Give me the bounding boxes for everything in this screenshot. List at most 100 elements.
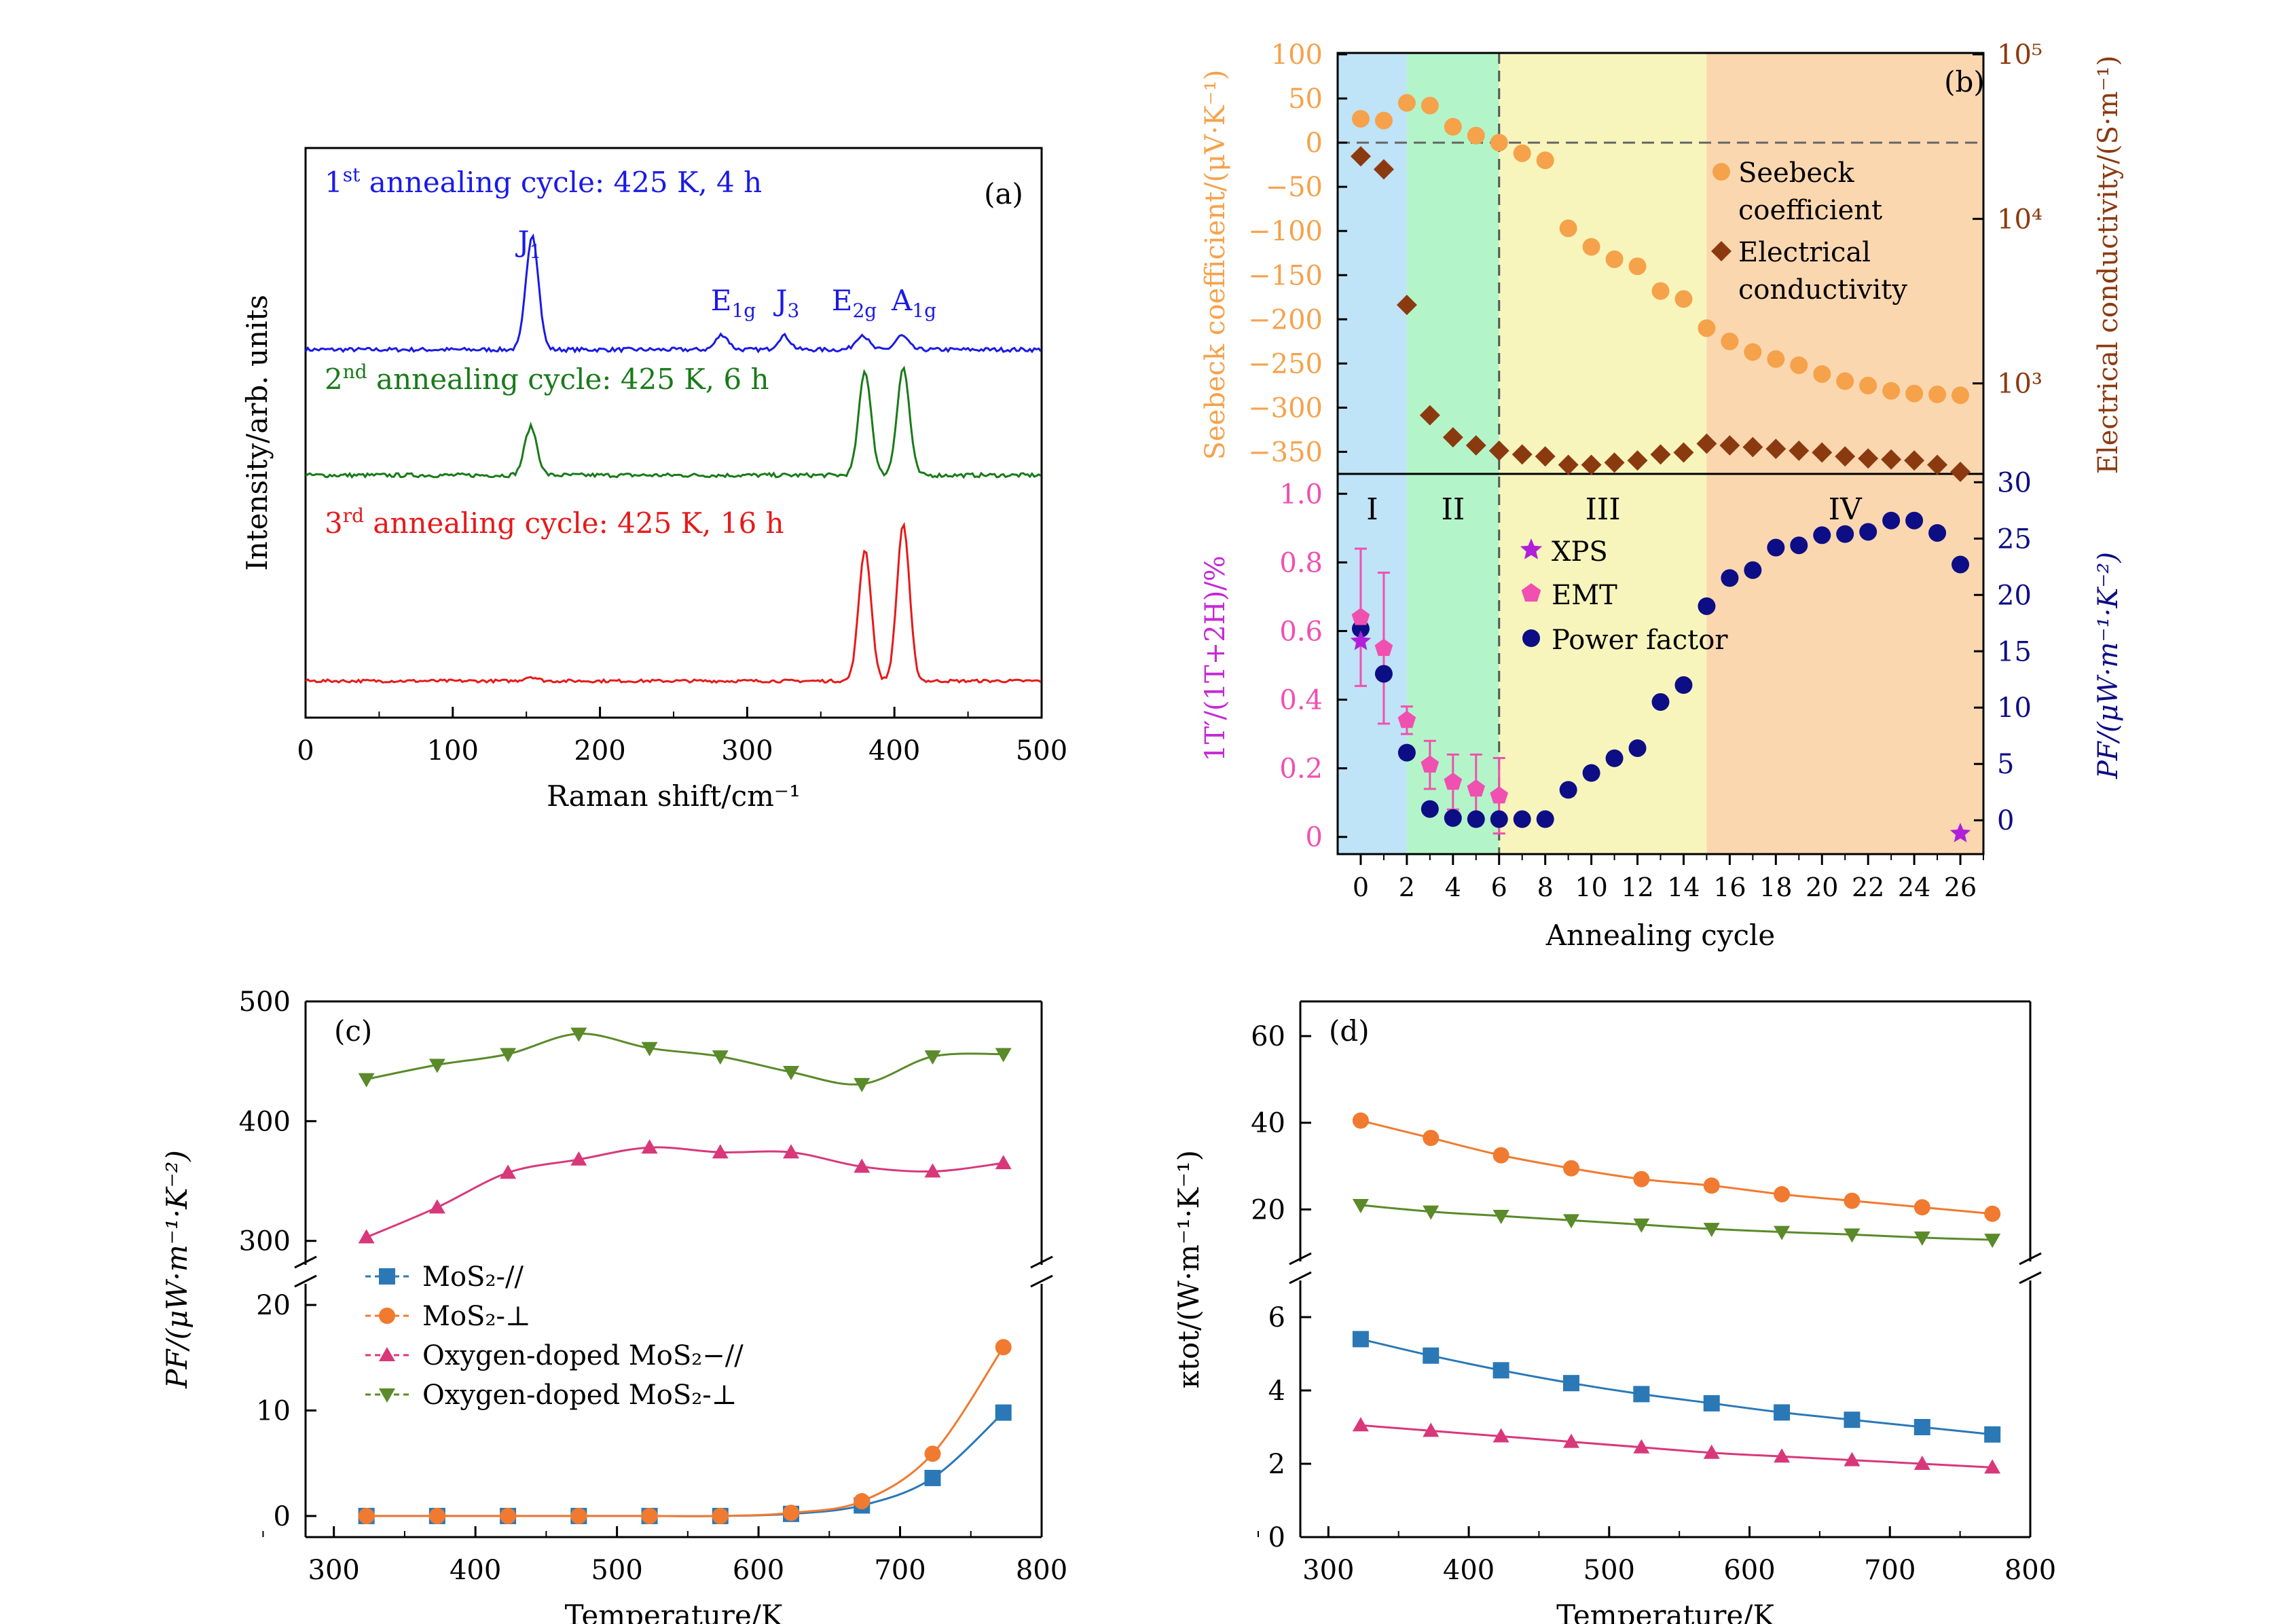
panel_c-series-marker bbox=[358, 1507, 375, 1524]
panel_d-series-marker bbox=[1423, 1130, 1440, 1147]
panel_d-y-tick-label: 2 bbox=[1268, 1449, 1285, 1480]
panel_d-x-axis-label: Temperature/K bbox=[1556, 1599, 1775, 1624]
series-label-superscript: st bbox=[343, 164, 361, 186]
panel-b-left-tick-label: −250 bbox=[1248, 348, 1323, 380]
seebeck-point bbox=[1351, 109, 1370, 128]
panel-b-pf-tick-label: 15 bbox=[1997, 636, 2032, 667]
panel_d-y-axis-label: κtot/(W·m⁻¹·K⁻¹) bbox=[1172, 1150, 1205, 1388]
panel_c-series-marker bbox=[712, 1507, 729, 1524]
panel_d-series-marker bbox=[1423, 1422, 1440, 1437]
panel_c-series-marker bbox=[924, 1445, 941, 1462]
panel_c-x-tick-label: 700 bbox=[874, 1555, 926, 1586]
panel_d-series-marker bbox=[1492, 1147, 1509, 1164]
panel_d-series-line bbox=[1360, 1120, 1993, 1215]
panel-b-left-tick-label: 100 bbox=[1271, 39, 1323, 71]
panel_c-series-marker bbox=[783, 1066, 800, 1081]
panel_d-y-tick-label: 20 bbox=[1251, 1194, 1285, 1225]
series-label-ordinal: 3 bbox=[325, 506, 343, 540]
panel-a-peak-label: J1 bbox=[515, 225, 542, 263]
panel_d-series-marker bbox=[1562, 1160, 1579, 1177]
legend-pf-marker bbox=[1522, 629, 1540, 647]
panel_c-series-marker bbox=[500, 1507, 517, 1524]
panel-b-fraction-axis-label: 1T′/(1T+2H)/% bbox=[1200, 555, 1231, 761]
emt-point bbox=[1374, 638, 1393, 657]
panel-b-right-tick-label: 10⁵ bbox=[1997, 39, 2042, 71]
conductivity-point bbox=[1858, 448, 1879, 469]
panel_d-series-marker bbox=[1984, 1234, 2001, 1249]
panel_c-series-marker bbox=[854, 1077, 871, 1092]
panel-a-x-tick-label: 100 bbox=[427, 735, 479, 767]
panel_c-series-line bbox=[366, 1346, 1004, 1517]
panel_c-series-marker bbox=[712, 1144, 729, 1159]
conductivity-point bbox=[1396, 295, 1417, 316]
seebeck-point bbox=[1744, 343, 1762, 361]
panel_c-series-marker bbox=[995, 1155, 1012, 1170]
panel_c-legend-label: Oxygen-doped MoS₂−// bbox=[422, 1340, 744, 1371]
panel-b-x-tick-label: 20 bbox=[1806, 872, 1838, 902]
panel-b-region-shading bbox=[1406, 53, 1499, 854]
power-factor-point bbox=[1651, 693, 1670, 711]
panel_c-series-marker bbox=[428, 1058, 445, 1073]
series-label-superscript: rd bbox=[343, 504, 364, 527]
panel-b-fraction-tick-label: 0.2 bbox=[1279, 754, 1323, 785]
panel-b-fraction-tick-label: 1.0 bbox=[1279, 479, 1323, 510]
panel-b-conductivity-axis-label: Electrical conductivity/(S·m⁻¹) bbox=[2093, 56, 2124, 475]
power-factor-point bbox=[1790, 536, 1808, 555]
power-factor-point bbox=[1397, 743, 1416, 762]
panel_c-series-marker bbox=[358, 1229, 375, 1244]
panel_c-axis-break-mark bbox=[1030, 1255, 1053, 1269]
panel-a-panel-label: (a) bbox=[984, 177, 1023, 210]
panel_d-series-marker bbox=[1703, 1223, 1720, 1238]
emt-point bbox=[1351, 608, 1370, 625]
panel_c-series-marker bbox=[570, 1027, 587, 1042]
peak-label-main: J bbox=[515, 225, 530, 258]
emt-point bbox=[1467, 779, 1486, 797]
panel_c-series-marker bbox=[712, 1050, 729, 1065]
power-factor-point bbox=[1605, 749, 1624, 767]
panel_d-series-marker bbox=[1633, 1386, 1650, 1403]
panel_c-legend-label: MoS₂-// bbox=[422, 1261, 524, 1293]
seebeck-point bbox=[1444, 117, 1462, 136]
conductivity-point bbox=[1558, 454, 1579, 475]
panel-a-x-tick-label: 200 bbox=[574, 735, 625, 767]
power-factor-point bbox=[1721, 569, 1739, 587]
emt-point bbox=[1444, 772, 1463, 790]
series-label-ordinal: 1 bbox=[325, 166, 343, 199]
panel-a-spectrum-line bbox=[305, 521, 1042, 684]
conductivity-point bbox=[1535, 446, 1556, 467]
panel_c-series-marker bbox=[570, 1151, 587, 1166]
conductivity-point bbox=[1581, 454, 1602, 475]
emt-point bbox=[1490, 786, 1509, 804]
panel_d-axis-break-mark bbox=[1289, 1271, 1312, 1285]
legend-emt-marker bbox=[1521, 583, 1541, 602]
panel_c-series-marker bbox=[995, 1048, 1012, 1063]
seebeck-point bbox=[1698, 319, 1716, 337]
panel-a-peak-label: A1g bbox=[891, 284, 936, 322]
panel_d-series-marker bbox=[1633, 1439, 1650, 1454]
panel-a-series-label: 3rd annealing cycle: 425 K, 16 h bbox=[325, 504, 784, 540]
panel-a-peak-label: E1g bbox=[711, 284, 756, 322]
panel_c-series-marker bbox=[428, 1507, 445, 1524]
conductivity-point bbox=[1904, 450, 1925, 471]
panel_c-series-marker bbox=[428, 1199, 445, 1214]
panel_d-axis-break-mark bbox=[1289, 1252, 1312, 1266]
power-factor-point bbox=[1767, 538, 1785, 557]
panel-b-left-tick-label: 0 bbox=[1306, 128, 1323, 159]
panel_d-series-marker bbox=[1423, 1205, 1440, 1220]
panel_d-series-line bbox=[1360, 1204, 1993, 1241]
panel_c-y-axis-label: PF/(μW·m⁻¹·K⁻²) bbox=[160, 1150, 194, 1389]
seebeck-point bbox=[1651, 282, 1670, 300]
peak-label-main: J bbox=[773, 284, 788, 317]
panel_c-series-marker bbox=[500, 1048, 517, 1063]
power-factor-point bbox=[1952, 555, 1970, 574]
panel_c-x-tick-label: 600 bbox=[733, 1555, 784, 1586]
legend-conductivity-label: Electrical bbox=[1738, 237, 1871, 268]
panel_d-series-marker bbox=[1492, 1209, 1509, 1224]
power-factor-point bbox=[1444, 809, 1462, 827]
power-factor-point bbox=[1698, 597, 1716, 615]
panel_c-y-tick-label: 0 bbox=[274, 1501, 291, 1532]
panel_d-y-tick-label: 6 bbox=[1268, 1302, 1285, 1333]
panel-b-left-tick-label: −150 bbox=[1248, 260, 1323, 291]
panel-b-pf-tick-label: 10 bbox=[1997, 693, 2032, 724]
conductivity-point bbox=[1881, 449, 1902, 470]
